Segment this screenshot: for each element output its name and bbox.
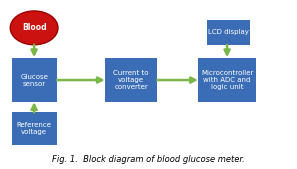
Text: Current to
voltage
converter: Current to voltage converter: [113, 70, 149, 90]
Ellipse shape: [10, 11, 58, 45]
Text: Glucose
sensor: Glucose sensor: [20, 74, 48, 87]
Text: LCD display: LCD display: [208, 29, 249, 35]
Text: Microcontroller
with ADC and
logic unit: Microcontroller with ADC and logic unit: [201, 70, 253, 90]
FancyBboxPatch shape: [207, 20, 250, 45]
FancyBboxPatch shape: [105, 58, 157, 102]
Text: Blood: Blood: [22, 23, 46, 32]
FancyBboxPatch shape: [12, 112, 57, 145]
FancyBboxPatch shape: [198, 58, 256, 102]
Text: Fig. 1.  Block diagram of blood glucose meter.: Fig. 1. Block diagram of blood glucose m…: [52, 155, 245, 164]
Text: Reference
voltage: Reference voltage: [17, 122, 52, 135]
FancyBboxPatch shape: [12, 58, 57, 102]
